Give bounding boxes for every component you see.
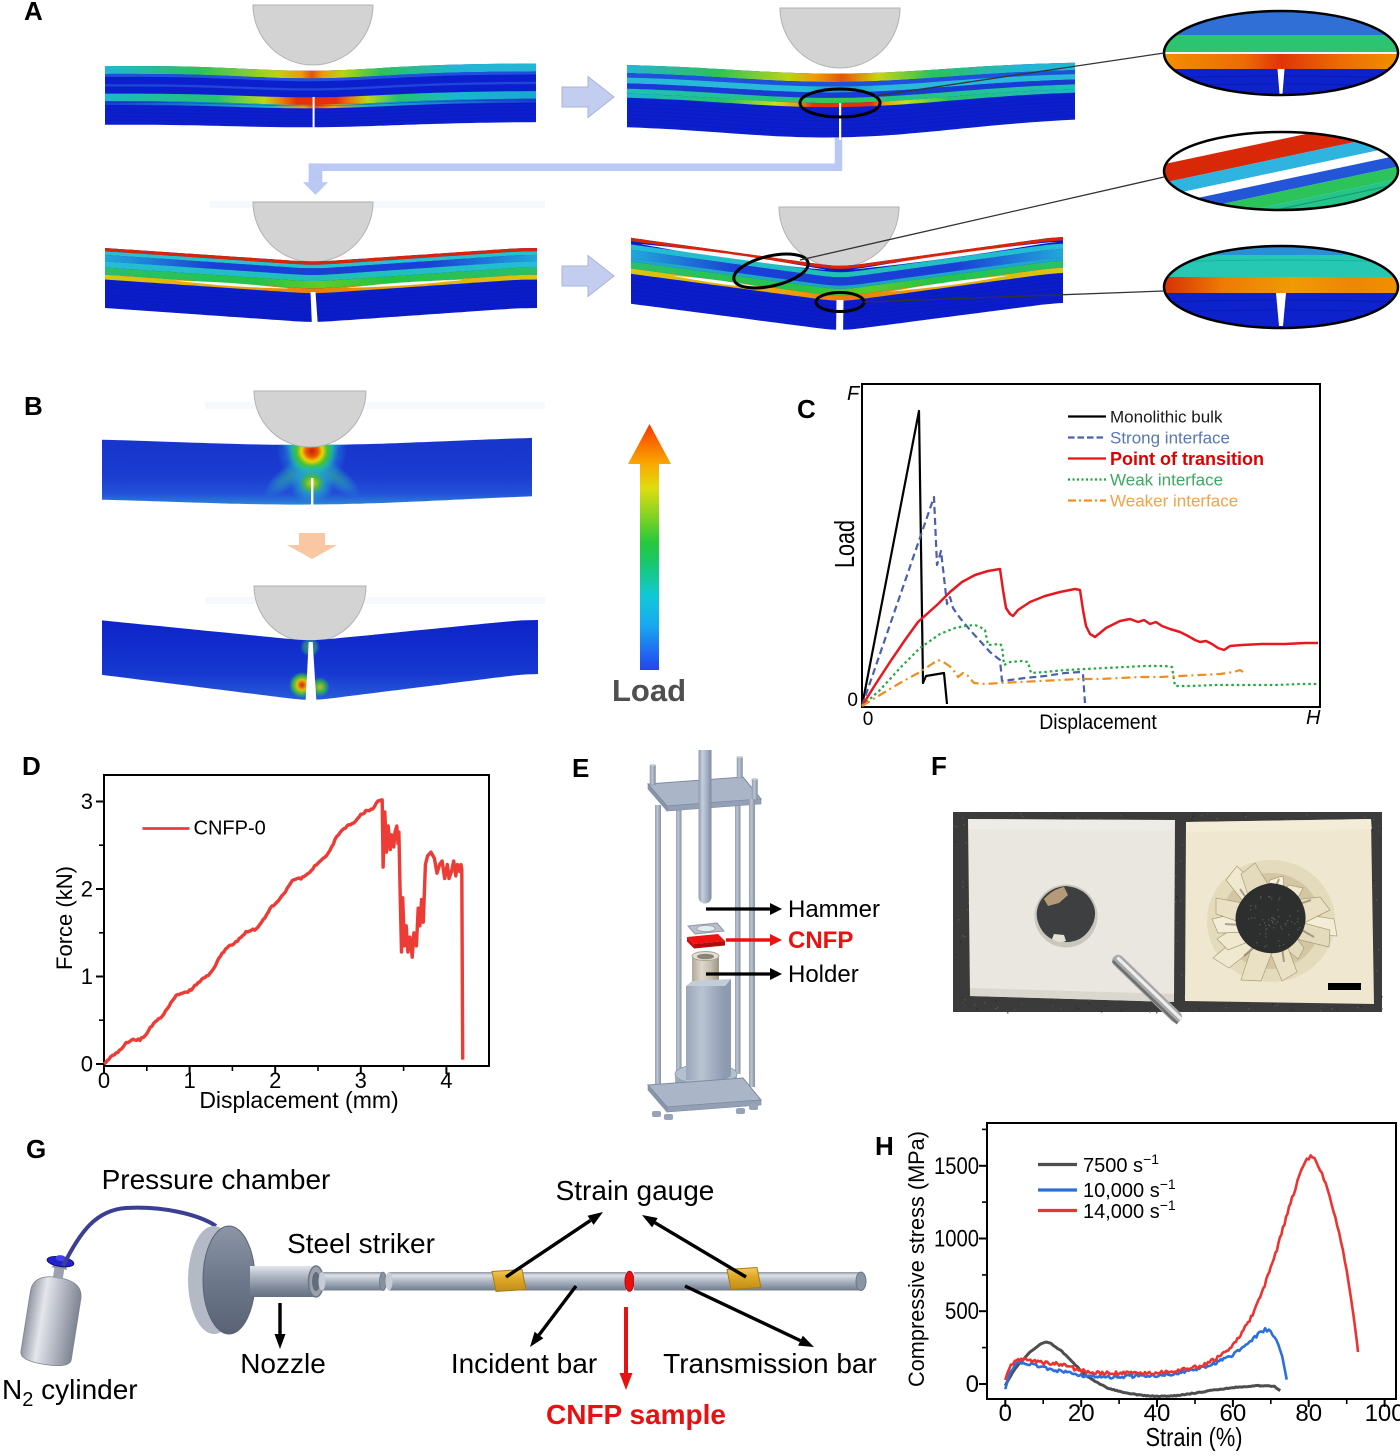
svg-text:0: 0 <box>81 1052 93 1077</box>
svg-text:1500: 1500 <box>934 1153 979 1180</box>
svg-text:Pressure chamber: Pressure chamber <box>102 1164 331 1195</box>
svg-text:2: 2 <box>269 1068 281 1093</box>
svg-text:G: G <box>26 1134 46 1164</box>
svg-text:Monolithic bulk: Monolithic bulk <box>1110 408 1223 427</box>
svg-text:3: 3 <box>355 1068 367 1093</box>
svg-text:0: 0 <box>847 690 858 711</box>
svg-text:H: H <box>1306 707 1321 729</box>
svg-text:Strain (%): Strain (%) <box>1146 1422 1243 1451</box>
svg-text:20: 20 <box>1068 1400 1095 1427</box>
svg-text:Strain gauge: Strain gauge <box>556 1175 715 1206</box>
svg-text:4: 4 <box>440 1068 452 1093</box>
svg-text:Compressive stress (MPa): Compressive stress (MPa) <box>904 1131 929 1387</box>
svg-text:0: 0 <box>999 1400 1012 1427</box>
svg-text:40: 40 <box>1144 1400 1171 1427</box>
svg-text:1: 1 <box>183 1068 195 1093</box>
svg-text:A: A <box>24 0 43 26</box>
svg-text:Strong interface: Strong interface <box>1110 429 1230 448</box>
svg-text:D: D <box>22 751 41 781</box>
svg-text:C: C <box>797 394 816 424</box>
svg-text:100: 100 <box>1365 1400 1400 1427</box>
svg-text:CNFP-0: CNFP-0 <box>194 818 266 840</box>
svg-text:CNFP: CNFP <box>788 927 853 954</box>
svg-text:CNFP sample: CNFP sample <box>546 1399 726 1430</box>
svg-text:H: H <box>875 1131 894 1161</box>
svg-text:Displacement: Displacement <box>1039 711 1157 734</box>
svg-text:Nozzle: Nozzle <box>240 1348 326 1379</box>
svg-text:1: 1 <box>81 964 93 989</box>
svg-text:Hammer: Hammer <box>788 896 880 923</box>
svg-text:500: 500 <box>945 1298 979 1325</box>
svg-text:80: 80 <box>1295 1400 1322 1427</box>
svg-text:F: F <box>847 383 861 405</box>
svg-text:1000: 1000 <box>934 1226 979 1253</box>
svg-text:Displacement (mm): Displacement (mm) <box>199 1087 398 1113</box>
svg-text:N2 cylinder: N2 cylinder <box>2 1374 138 1411</box>
svg-text:60: 60 <box>1220 1400 1247 1427</box>
svg-text:0: 0 <box>98 1068 110 1093</box>
svg-text:Weak interface: Weak interface <box>1110 471 1223 490</box>
svg-text:0: 0 <box>966 1371 979 1398</box>
svg-text:Point of transition: Point of transition <box>1110 449 1264 469</box>
svg-text:Transmission bar: Transmission bar <box>663 1348 877 1379</box>
svg-text:E: E <box>572 753 589 783</box>
svg-text:Load: Load <box>612 673 686 708</box>
svg-text:3: 3 <box>81 789 93 814</box>
svg-text:2: 2 <box>81 877 93 902</box>
svg-text:Force (kN): Force (kN) <box>52 866 77 970</box>
svg-text:Weaker interface: Weaker interface <box>1110 492 1238 511</box>
svg-text:Incident bar: Incident bar <box>451 1348 597 1379</box>
svg-text:F: F <box>931 751 947 781</box>
svg-text:Load: Load <box>829 520 860 568</box>
svg-text:0: 0 <box>863 709 874 730</box>
svg-text:Holder: Holder <box>788 961 859 988</box>
svg-text:B: B <box>24 391 43 421</box>
svg-text:Steel striker: Steel striker <box>287 1228 435 1259</box>
